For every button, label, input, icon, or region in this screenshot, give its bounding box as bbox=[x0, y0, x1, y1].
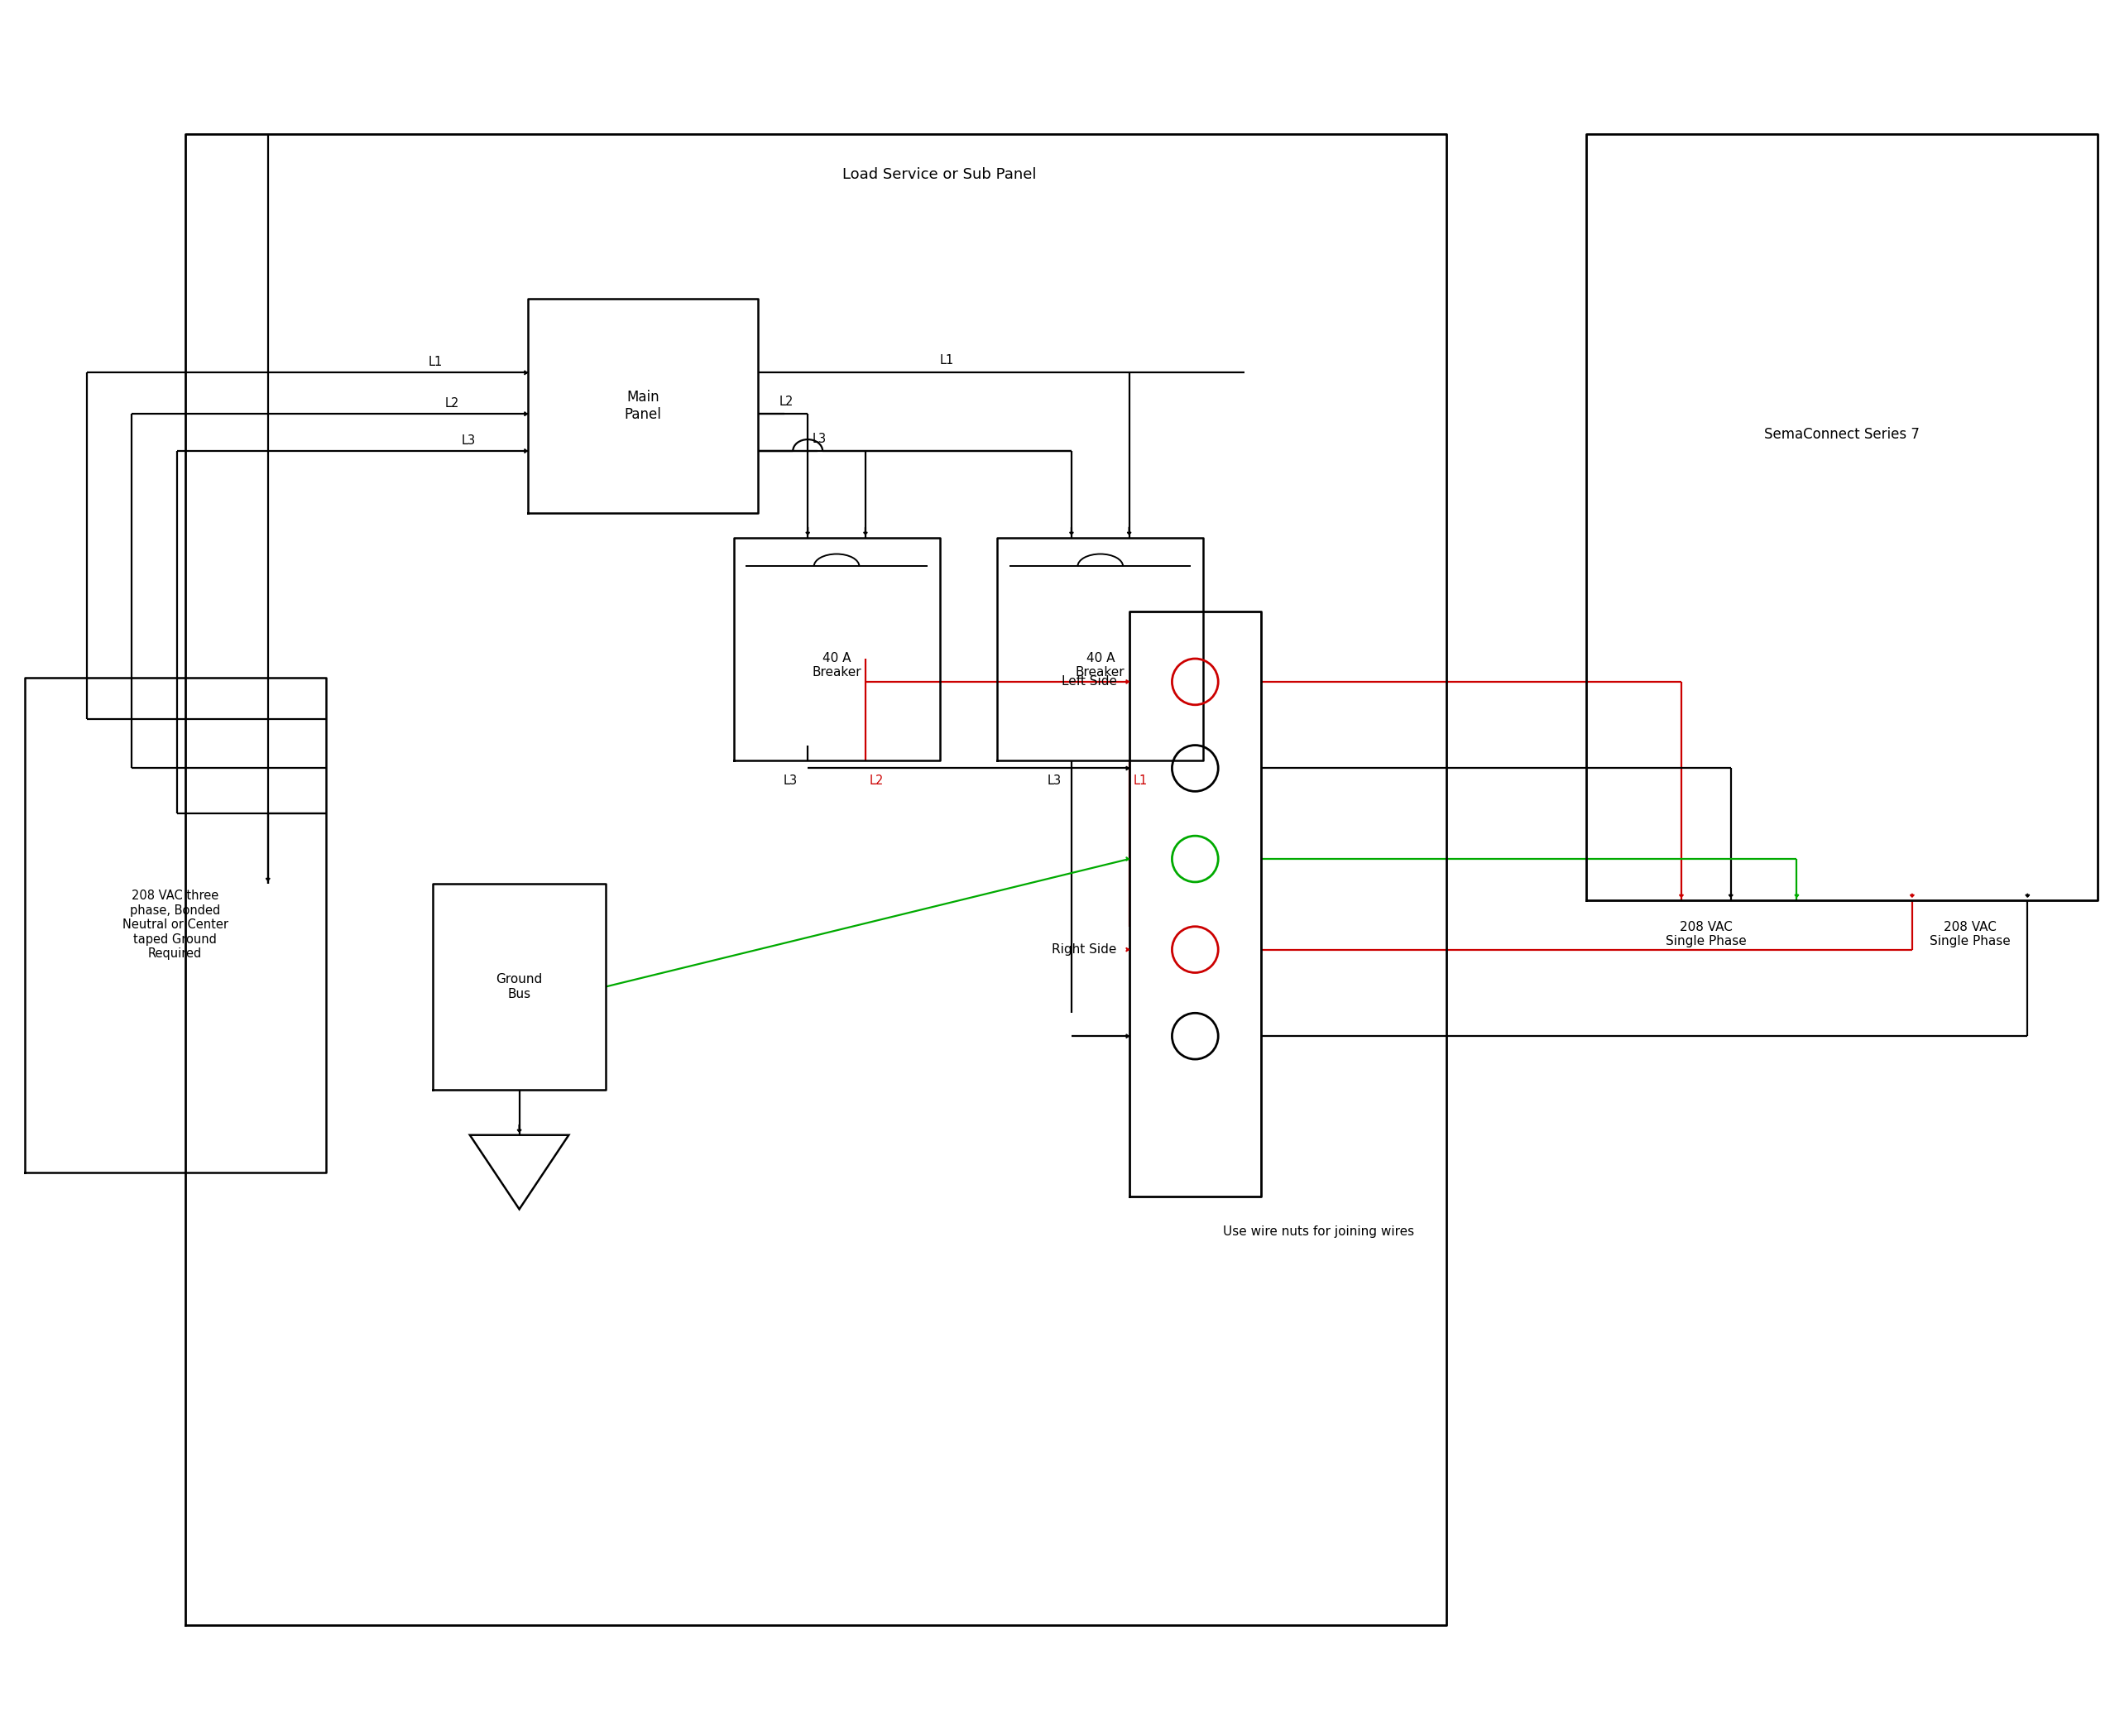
Text: SemaConnect Series 7: SemaConnect Series 7 bbox=[1764, 427, 1920, 443]
Text: L3: L3 bbox=[462, 434, 475, 446]
Text: Main
Panel: Main Panel bbox=[625, 389, 660, 422]
Text: Right Side: Right Side bbox=[1053, 943, 1116, 957]
Text: Ground
Bus: Ground Bus bbox=[496, 974, 542, 1000]
Text: L1: L1 bbox=[939, 354, 954, 366]
Text: L1: L1 bbox=[1133, 774, 1148, 786]
Text: 40 A
Breaker: 40 A Breaker bbox=[1076, 651, 1125, 679]
Text: Use wire nuts for joining wires: Use wire nuts for joining wires bbox=[1224, 1226, 1414, 1238]
Text: L2: L2 bbox=[779, 396, 793, 408]
Text: L2: L2 bbox=[869, 774, 884, 786]
Text: L3: L3 bbox=[1047, 774, 1061, 786]
Text: 208 VAC
Single Phase: 208 VAC Single Phase bbox=[1665, 920, 1747, 948]
Text: 208 VAC three
phase, Bonded
Neutral or Center
taped Ground
Required: 208 VAC three phase, Bonded Neutral or C… bbox=[122, 891, 228, 960]
Text: 208 VAC
Single Phase: 208 VAC Single Phase bbox=[1929, 920, 2011, 948]
Text: L3: L3 bbox=[783, 774, 798, 786]
Text: L2: L2 bbox=[445, 398, 460, 410]
Text: L3: L3 bbox=[812, 432, 825, 444]
Text: 40 A
Breaker: 40 A Breaker bbox=[812, 651, 861, 679]
Text: Load Service or Sub Panel: Load Service or Sub Panel bbox=[842, 167, 1036, 182]
Text: L1: L1 bbox=[428, 356, 443, 368]
Text: Left Side: Left Side bbox=[1061, 675, 1116, 687]
